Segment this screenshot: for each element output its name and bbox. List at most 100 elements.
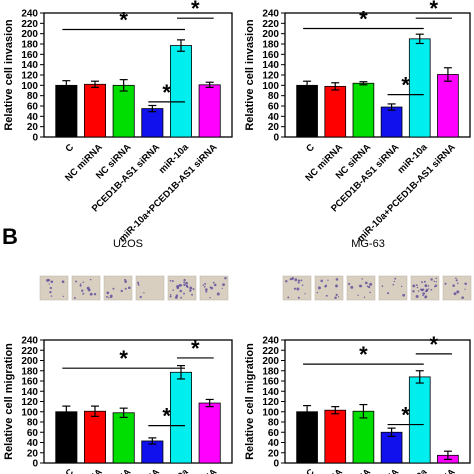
microscopy-strip-mg63 bbox=[282, 275, 472, 301]
bar bbox=[112, 412, 135, 464]
y-tick-label: 60 bbox=[268, 428, 280, 439]
microscopy-image bbox=[135, 275, 165, 301]
category-label: iA bbox=[205, 466, 219, 474]
bar bbox=[408, 38, 431, 138]
category-label: iA bbox=[331, 466, 345, 474]
y-tick-label: 200 bbox=[21, 29, 38, 40]
microscopy-image bbox=[167, 275, 197, 301]
y-tick-label: 20 bbox=[268, 122, 280, 133]
y-tick-label: 80 bbox=[27, 91, 39, 102]
panel-letter-b: B bbox=[2, 224, 18, 249]
y-tick-label: 40 bbox=[27, 112, 39, 123]
y-tick-label: 0 bbox=[273, 459, 279, 470]
y-tick-label: 140 bbox=[262, 387, 279, 398]
cell-line-title-mg63: MG-63 bbox=[351, 238, 385, 250]
y-tick-label: 40 bbox=[268, 112, 280, 123]
y-axis-label: Relative cell migration bbox=[3, 343, 15, 460]
cell-line-title-u2os: U2OS bbox=[113, 238, 143, 250]
y-tick-label: 200 bbox=[262, 29, 279, 40]
y-tick-label: 0 bbox=[273, 133, 279, 144]
category-label: iA bbox=[359, 466, 373, 474]
y-tick-label: 60 bbox=[27, 102, 39, 113]
y-tick-label: 20 bbox=[27, 122, 39, 133]
bar bbox=[55, 84, 78, 138]
y-tick-label: 140 bbox=[21, 387, 38, 398]
y-tick-label: 40 bbox=[27, 438, 39, 449]
y-tick-label: 100 bbox=[21, 81, 38, 92]
y-tick-label: 80 bbox=[268, 91, 280, 102]
y-tick-label: 240 bbox=[21, 9, 38, 20]
bar bbox=[169, 371, 193, 464]
bar bbox=[324, 409, 347, 464]
bar bbox=[324, 85, 347, 138]
significance-star: * bbox=[119, 8, 128, 33]
y-tick-label: 180 bbox=[21, 40, 38, 51]
bar bbox=[169, 45, 193, 138]
y-tick-label: 120 bbox=[262, 71, 279, 82]
y-tick-label: 220 bbox=[21, 346, 38, 357]
y-tick-label: 160 bbox=[262, 377, 279, 388]
y-tick-label: 200 bbox=[21, 356, 38, 367]
microscopy-image bbox=[378, 275, 408, 301]
y-tick-label: 20 bbox=[27, 448, 39, 459]
y-tick-label: 100 bbox=[262, 81, 279, 92]
bar bbox=[198, 402, 221, 464]
y-tick-label: 120 bbox=[21, 397, 38, 408]
significance-star: * bbox=[430, 0, 439, 21]
y-tick-label: 180 bbox=[21, 366, 38, 377]
category-label: iA bbox=[148, 466, 162, 474]
microscopy-image bbox=[199, 275, 229, 301]
bar bbox=[408, 376, 431, 464]
bar bbox=[380, 106, 403, 138]
significance-star: * bbox=[162, 80, 171, 105]
bar bbox=[352, 82, 375, 138]
category-label: 0a bbox=[414, 466, 429, 474]
category-label: 0a bbox=[176, 466, 191, 474]
y-tick-label: 20 bbox=[268, 448, 280, 459]
significance-star: * bbox=[401, 403, 410, 428]
bar bbox=[141, 108, 164, 138]
bar bbox=[83, 410, 107, 464]
y-tick-label: 160 bbox=[262, 50, 279, 61]
bar bbox=[198, 84, 221, 138]
y-tick-label: 160 bbox=[21, 377, 38, 388]
y-tick-label: 60 bbox=[27, 428, 39, 439]
y-tick-label: 140 bbox=[21, 60, 38, 71]
microscopy-image bbox=[442, 275, 472, 301]
y-tick-label: 240 bbox=[262, 336, 279, 347]
category-label: iA bbox=[90, 466, 104, 474]
bar bbox=[437, 74, 459, 138]
category-label: C bbox=[64, 466, 76, 474]
significance-star: * bbox=[162, 404, 171, 429]
y-tick-label: 100 bbox=[21, 407, 38, 418]
bar bbox=[296, 411, 318, 464]
microscopy-image bbox=[39, 275, 69, 301]
y-tick-label: 200 bbox=[262, 356, 279, 367]
y-tick-label: 60 bbox=[268, 102, 280, 113]
category-label: iA bbox=[443, 466, 457, 474]
y-tick-label: 240 bbox=[262, 9, 279, 20]
significance-star: * bbox=[430, 332, 439, 357]
y-tick-label: 220 bbox=[21, 19, 38, 30]
y-tick-label: 40 bbox=[268, 438, 280, 449]
microscopy-image bbox=[346, 275, 376, 301]
bar bbox=[112, 84, 135, 138]
significance-star: * bbox=[401, 73, 410, 98]
significance-star: * bbox=[191, 336, 200, 361]
microscopy-image bbox=[71, 275, 101, 301]
y-tick-label: 240 bbox=[21, 336, 38, 347]
category-label: iA bbox=[387, 466, 401, 474]
microscopy-image bbox=[314, 275, 344, 301]
microscopy-strip-u2os bbox=[39, 275, 229, 301]
y-tick-label: 100 bbox=[262, 407, 279, 418]
y-tick-label: 220 bbox=[262, 346, 279, 357]
category-label: iA bbox=[119, 466, 133, 474]
significance-star: * bbox=[359, 7, 368, 32]
microscopy-image bbox=[103, 275, 133, 301]
y-tick-label: 160 bbox=[21, 50, 38, 61]
y-axis-label: Relative cell invasion bbox=[3, 19, 15, 131]
